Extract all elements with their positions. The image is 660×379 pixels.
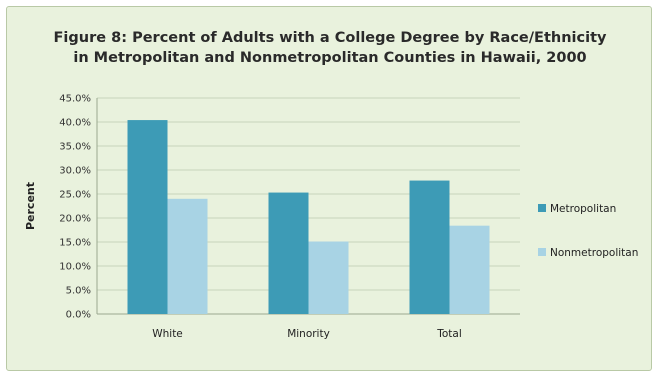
y-tick-label: 40.0% xyxy=(59,118,91,129)
x-tick-label: White xyxy=(152,328,183,340)
legend-swatch-metropolitan xyxy=(538,204,546,212)
chart-title-line-1: Figure 8: Percent of Adults with a Colle… xyxy=(53,30,607,46)
bar-metropolitan-white xyxy=(127,120,168,314)
y-tick-label: 30.0% xyxy=(59,166,91,177)
y-tick-label: 35.0% xyxy=(59,142,91,153)
y-tick-label: 0.0% xyxy=(66,310,91,321)
legend-swatch-nonmetropolitan xyxy=(538,248,546,256)
bar-nonmetropolitan-total xyxy=(449,225,490,314)
chart-title: Figure 8: Percent of Adults with a Colle… xyxy=(0,28,660,68)
x-tick-label: Minority xyxy=(287,328,330,340)
y-tick-label: 10.0% xyxy=(59,262,91,273)
x-tick-label: Total xyxy=(436,328,462,340)
y-tick-label: 45.0% xyxy=(59,94,91,105)
y-tick-label: 5.0% xyxy=(66,286,91,297)
y-axis-title: Percent xyxy=(24,182,37,230)
bar-nonmetropolitan-minority xyxy=(308,241,349,314)
legend-label-nonmetropolitan: Nonmetropolitan xyxy=(550,247,638,259)
chart-title-line-2: in Metropolitan and Nonmetropolitan Coun… xyxy=(73,50,587,66)
bar-nonmetropolitan-white xyxy=(167,198,208,314)
bar-metropolitan-total xyxy=(409,180,450,314)
y-tick-label: 20.0% xyxy=(59,214,91,225)
bar-metropolitan-minority xyxy=(268,192,309,314)
y-tick-label: 25.0% xyxy=(59,190,91,201)
y-tick-label: 15.0% xyxy=(59,238,91,249)
legend-label-metropolitan: Metropolitan xyxy=(550,203,616,215)
